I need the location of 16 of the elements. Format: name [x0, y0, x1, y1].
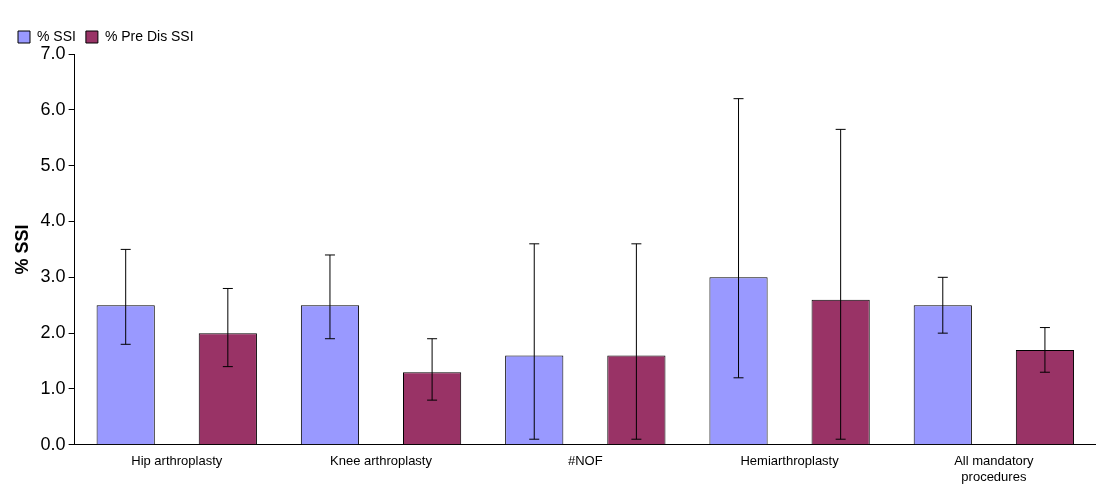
y-tick-label: 1.0 [40, 377, 66, 398]
y-tick-label: 3.0 [40, 266, 66, 287]
x-tick-label: Hip arthroplasty [131, 453, 223, 469]
x-tick-label: #NOF [567, 453, 603, 469]
y-tick-label: 7.0 [40, 42, 66, 63]
y-tick-label: 6.0 [40, 98, 66, 119]
x-tick-label: All mandatory procedures [954, 453, 1035, 484]
y-tick-label: 5.0 [40, 154, 66, 175]
legend-label: % Pre Dis SSI [104, 27, 194, 44]
y-tick-label: 2.0 [40, 322, 66, 343]
x-tick-label: Hemiarthroplasty [740, 453, 840, 469]
legend-label: % SSI [37, 27, 76, 44]
y-tick-label: 4.0 [40, 210, 66, 231]
y-tick-label: 0.0 [40, 433, 66, 454]
x-tick-label: Knee arthroplasty [330, 453, 433, 469]
y-axis-title: % SSI [11, 224, 32, 275]
